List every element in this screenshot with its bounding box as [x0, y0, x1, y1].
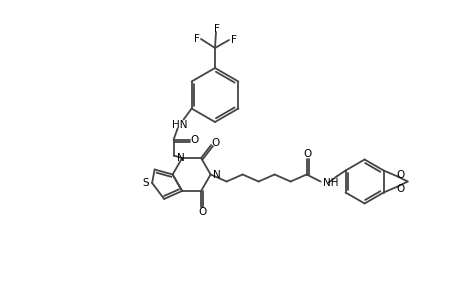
Text: S: S — [142, 178, 149, 188]
Text: F: F — [213, 24, 219, 34]
Text: O: O — [197, 207, 206, 217]
Text: N: N — [177, 153, 185, 163]
Text: F: F — [194, 34, 200, 44]
Text: HN: HN — [172, 119, 187, 130]
Text: O: O — [190, 134, 198, 145]
Text: F: F — [230, 35, 236, 45]
Text: NH: NH — [322, 178, 337, 188]
Text: O: O — [303, 148, 311, 158]
Text: O: O — [211, 138, 219, 148]
Text: N: N — [212, 169, 220, 179]
Text: O: O — [396, 184, 404, 194]
Text: O: O — [396, 169, 404, 179]
